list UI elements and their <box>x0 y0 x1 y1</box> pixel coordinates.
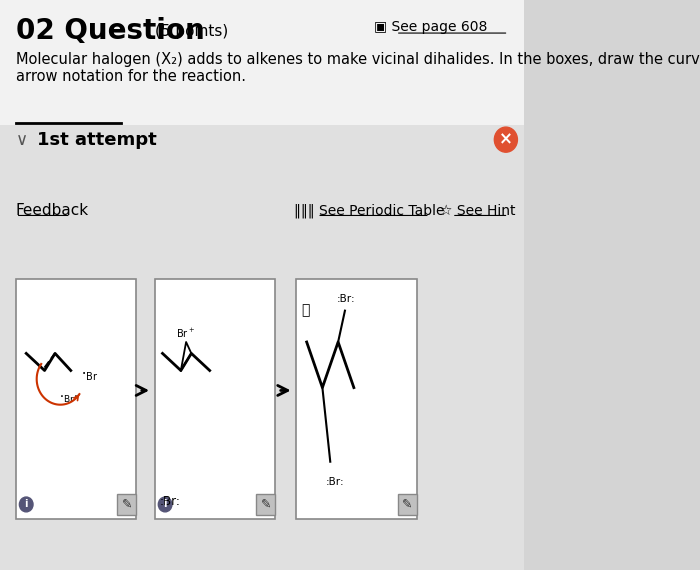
Text: ☆ See Hint: ☆ See Hint <box>440 204 516 218</box>
FancyBboxPatch shape <box>0 0 524 125</box>
Text: Br$^+$: Br$^+$ <box>176 327 195 340</box>
Text: arrow notation for the reaction.: arrow notation for the reaction. <box>15 70 246 84</box>
Text: ‖‖‖ See Periodic Table: ‖‖‖ See Periodic Table <box>293 203 444 218</box>
Text: 02 Question: 02 Question <box>15 17 204 46</box>
Text: i: i <box>163 499 167 510</box>
Text: ✎: ✎ <box>402 498 412 511</box>
Text: ∨: ∨ <box>15 131 28 149</box>
Text: :Br:: :Br: <box>337 294 356 304</box>
Text: 1st attempt: 1st attempt <box>36 131 156 149</box>
FancyBboxPatch shape <box>118 494 136 515</box>
Text: ×: × <box>499 131 513 149</box>
FancyBboxPatch shape <box>15 279 136 519</box>
FancyBboxPatch shape <box>0 125 524 570</box>
Text: ▣ See page 608: ▣ See page 608 <box>374 20 487 34</box>
Text: $^{\bullet}$Br$^{\bullet}$: $^{\bullet}$Br$^{\bullet}$ <box>59 393 78 405</box>
FancyBboxPatch shape <box>256 494 275 515</box>
Text: ✎: ✎ <box>122 498 132 511</box>
FancyBboxPatch shape <box>398 494 416 515</box>
Circle shape <box>494 127 517 152</box>
Text: 🔒: 🔒 <box>302 304 310 317</box>
Text: $^{\bullet}$Br: $^{\bullet}$Br <box>81 370 99 382</box>
Circle shape <box>158 497 172 512</box>
Text: Molecular halogen (X₂) adds to alkenes to make vicinal dihalides. In the boxes, : Molecular halogen (X₂) adds to alkenes t… <box>15 52 700 67</box>
FancyBboxPatch shape <box>155 279 275 519</box>
Text: Feedback: Feedback <box>15 203 89 218</box>
FancyBboxPatch shape <box>296 279 416 519</box>
Text: (5 points): (5 points) <box>155 24 228 39</box>
Text: :Br:: :Br: <box>326 477 345 487</box>
Circle shape <box>20 497 33 512</box>
Text: ✎: ✎ <box>260 498 271 511</box>
Text: :Br:: :Br: <box>160 495 181 508</box>
Text: i: i <box>25 499 28 510</box>
